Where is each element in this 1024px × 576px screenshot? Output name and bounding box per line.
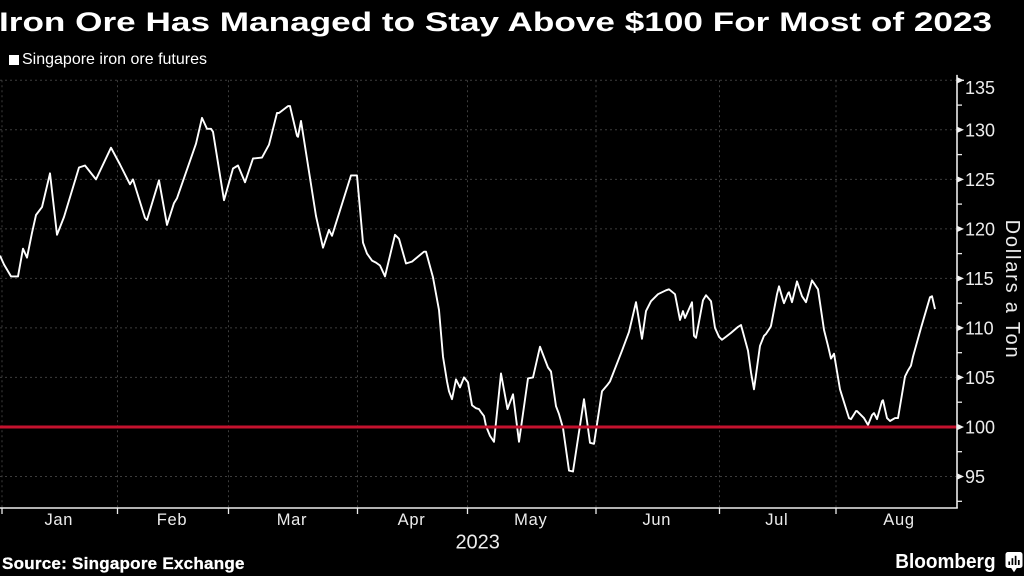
svg-text:130: 130 <box>965 120 995 140</box>
svg-text:Apr: Apr <box>398 511 426 529</box>
svg-text:Jan: Jan <box>44 511 73 529</box>
svg-text:110: 110 <box>965 319 994 339</box>
svg-text:100: 100 <box>965 418 995 438</box>
svg-text:115: 115 <box>965 269 994 289</box>
svg-text:Jun: Jun <box>642 511 671 529</box>
svg-text:135: 135 <box>965 78 995 98</box>
svg-text:Mar: Mar <box>277 511 308 529</box>
svg-text:Feb: Feb <box>157 511 188 529</box>
svg-text:120: 120 <box>965 220 995 240</box>
svg-text:2023: 2023 <box>455 532 500 554</box>
svg-text:125: 125 <box>965 170 995 190</box>
svg-text:May: May <box>514 511 547 529</box>
svg-text:Aug: Aug <box>883 511 914 529</box>
svg-text:105: 105 <box>965 368 995 388</box>
svg-text:Dollars a Ton: Dollars a Ton <box>1001 220 1023 360</box>
svg-text:Jul: Jul <box>765 511 788 529</box>
svg-text:95: 95 <box>965 467 985 487</box>
